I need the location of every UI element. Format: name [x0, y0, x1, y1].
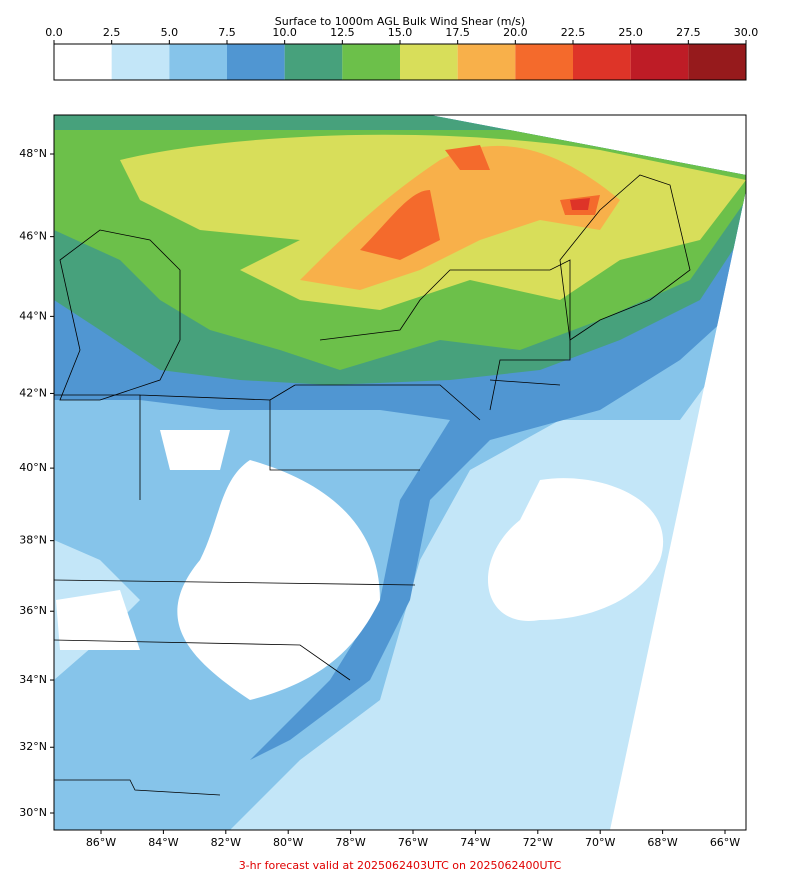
- colorbar-swatch: [688, 44, 746, 80]
- colorbar-swatch: [169, 44, 227, 80]
- colorbar-swatch: [400, 44, 458, 80]
- axes: 48°N 46°N 44°N 42°N 40°N 38°N 36°N 34°N 32°N 30°N…: [19, 147, 740, 849]
- colorbar-title: Surface to 1000m AGL Bulk Wind Shear (m/…: [275, 15, 525, 28]
- lat-tick-label: 46°N: [19, 230, 47, 243]
- lon-tick-label: 78°W: [335, 836, 365, 849]
- boundaries: [53, 174, 691, 796]
- colorbar-tick-label: 12.5: [330, 26, 355, 39]
- lon-tick-label: 86°W: [86, 836, 116, 849]
- lon-tick-label: 82°W: [211, 836, 241, 849]
- lat-tick-label: 48°N: [19, 147, 47, 160]
- footer: 3-hr forecast valid at 2025062403UTC on …: [239, 859, 562, 872]
- wind-shear-field: [54, 115, 746, 830]
- colorbar-swatch: [284, 44, 343, 80]
- colorbar-swatch: [573, 44, 631, 80]
- colorbar-swatch: [54, 44, 112, 80]
- colorbar-tick-label: 30.0: [734, 26, 759, 39]
- lon-tick-label: 70°W: [585, 836, 615, 849]
- lat-tick-label: 40°N: [19, 461, 47, 474]
- colorbar-swatch: [457, 44, 516, 80]
- colorbar: 0.0 2.5 5.0 7.5 10.0 12.5 15.0 17.5 20.0 22.5 25.0…: [45, 26, 759, 81]
- colorbar-tick-label: 7.5: [218, 26, 236, 39]
- colorbar-swatch: [111, 44, 170, 80]
- lat-tick-label: 44°N: [19, 309, 47, 322]
- map-frame: [53, 114, 747, 831]
- lat-tick-label: 38°N: [19, 534, 47, 547]
- lon-tick-label: 74°W: [460, 836, 490, 849]
- colorbar-tick-label: 27.5: [676, 26, 701, 39]
- lon-tick-label: 66°W: [710, 836, 740, 849]
- colorbar-tick-label: 0.0: [45, 26, 63, 39]
- lat-tick-label: 30°N: [19, 806, 47, 819]
- lat-tick-label: 34°N: [19, 673, 47, 686]
- colorbar-swatch: [342, 44, 400, 80]
- lat-tick-label: 36°N: [19, 604, 47, 617]
- colorbar-tick-label: 10.0: [272, 26, 297, 39]
- colorbar-tick-label: 15.0: [388, 26, 413, 39]
- lat-tick-label: 32°N: [19, 740, 47, 753]
- colorbar-swatch: [515, 44, 573, 80]
- lat-tick-label: 42°N: [19, 386, 47, 399]
- lon-tick-label: 84°W: [148, 836, 178, 849]
- colorbar-swatch: [227, 44, 285, 80]
- colorbar-tick-label: 20.0: [503, 26, 528, 39]
- colorbar-tick-label: 25.0: [618, 26, 643, 39]
- colorbar-tick-label: 5.0: [161, 26, 179, 39]
- colorbar-tick-label: 2.5: [103, 26, 121, 39]
- lon-tick-label: 76°W: [398, 836, 428, 849]
- lon-tick-label: 68°W: [647, 836, 677, 849]
- lon-tick-label: 80°W: [273, 836, 303, 849]
- colorbar-swatch: [630, 44, 689, 80]
- colorbar-tick-label: 17.5: [445, 26, 470, 39]
- colorbar-tick-label: 22.5: [561, 26, 586, 39]
- lon-tick-label: 72°W: [523, 836, 553, 849]
